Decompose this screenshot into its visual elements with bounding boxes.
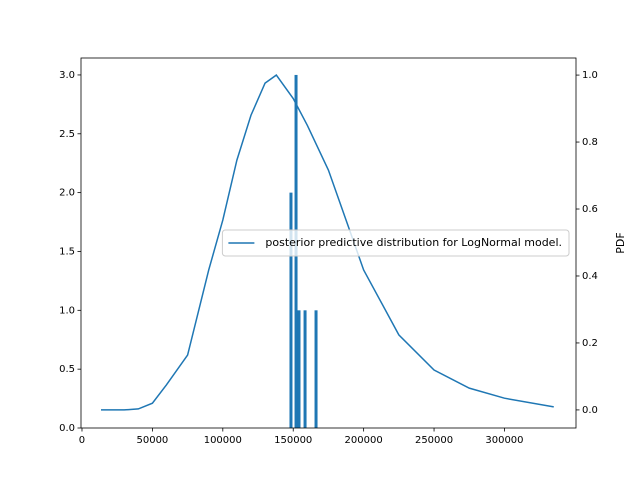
y2-tick-label: 1.0 — [582, 70, 598, 81]
y2-tick-label: 0.0 — [582, 405, 598, 416]
y2-axis-label: PDF — [614, 232, 627, 253]
y-tick-label: 3.0 — [59, 70, 75, 81]
plot-frame — [80, 57, 577, 429]
y-tick-label: 1.0 — [59, 305, 75, 316]
y2-tick-label: 0.8 — [582, 137, 598, 148]
x-tick-label: 300000 — [485, 435, 523, 446]
pdf-line — [101, 74, 554, 411]
y-tick-label: 0.0 — [59, 423, 75, 434]
y-tick-label: 0.5 — [59, 364, 75, 375]
y2-tick-label: 0.6 — [582, 204, 598, 215]
y2-tick-label: 0.4 — [582, 271, 598, 282]
bar — [289, 192, 293, 428]
bar — [297, 310, 301, 428]
x-tick-label: 0 — [79, 435, 85, 446]
x-tick-label: 100000 — [204, 435, 242, 446]
y2-tick-label: 0.2 — [582, 338, 598, 349]
bar — [303, 310, 307, 428]
legend-box — [221, 229, 570, 257]
x-tick-label: 150000 — [274, 435, 312, 446]
y-tick-label: 2.5 — [59, 129, 75, 140]
legend-label: posterior predictive distribution for Lo… — [265, 236, 562, 249]
x-tick-label: 200000 — [345, 435, 383, 446]
bar — [314, 310, 318, 428]
x-tick-label: 50000 — [136, 435, 168, 446]
y-tick-label: 1.5 — [59, 246, 75, 257]
x-tick-label: 250000 — [415, 435, 453, 446]
y-tick-label: 2.0 — [59, 188, 75, 199]
